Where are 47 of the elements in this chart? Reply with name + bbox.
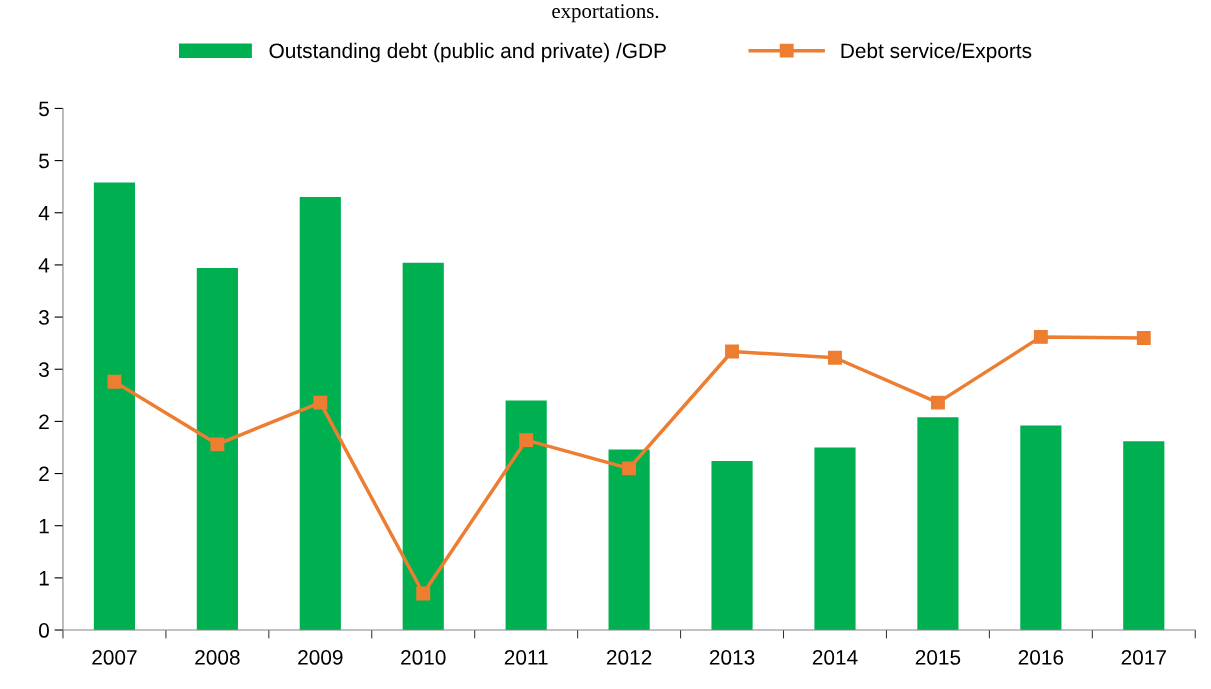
x-tick-label: 2010 bbox=[401, 650, 446, 665]
y-tick-label: 2 bbox=[39, 414, 49, 429]
x-tick-label: 2014 bbox=[812, 650, 858, 665]
y-tick-label: 1 bbox=[39, 571, 49, 586]
legend-label: Debt service/Exports bbox=[841, 42, 1032, 63]
point bbox=[1136, 330, 1151, 345]
x-tick-label: 2016 bbox=[1018, 650, 1064, 665]
y-tick-label: 3 bbox=[38, 362, 49, 377]
x-tick-label: 2017 bbox=[1121, 650, 1166, 665]
x-tick-label: 2015 bbox=[915, 650, 961, 665]
bar bbox=[1020, 425, 1062, 631]
bar bbox=[93, 182, 136, 631]
point bbox=[1033, 329, 1048, 344]
point bbox=[519, 433, 534, 448]
y-tick-label: 4 bbox=[38, 205, 50, 221]
bar bbox=[814, 447, 856, 631]
point bbox=[210, 437, 225, 452]
point bbox=[725, 344, 739, 359]
point bbox=[107, 374, 122, 389]
y-tick-label: 0 bbox=[39, 623, 49, 638]
x-tick-label: 2007 bbox=[92, 650, 137, 665]
x-tick-label: 2011 bbox=[504, 650, 548, 665]
x-tick-label: 2012 bbox=[606, 650, 652, 665]
x-tick-label: 2008 bbox=[195, 650, 240, 665]
y-tick-label: 3 bbox=[38, 310, 49, 325]
y-tick-label: 4 bbox=[38, 258, 50, 273]
y-tick-label: 5 bbox=[39, 101, 49, 117]
point bbox=[622, 461, 637, 476]
chart-title: exportations. bbox=[552, 4, 659, 23]
y-tick-label: 1 bbox=[39, 518, 49, 534]
x-tick-label: 2009 bbox=[298, 650, 343, 665]
bar bbox=[1123, 441, 1165, 631]
bar bbox=[402, 262, 444, 631]
bar bbox=[711, 461, 753, 631]
y-tick-label: 5 bbox=[39, 153, 49, 169]
bar bbox=[608, 449, 650, 631]
x-tick-label: 2013 bbox=[709, 650, 755, 665]
bar bbox=[505, 400, 547, 631]
point bbox=[416, 586, 431, 601]
bar bbox=[299, 197, 341, 631]
legend-label: Outstanding debt (public and private) /GDP bbox=[269, 42, 666, 63]
y-tick-label: 2 bbox=[39, 466, 49, 482]
bar bbox=[196, 268, 238, 631]
bar bbox=[917, 417, 959, 631]
point bbox=[313, 395, 328, 410]
point bbox=[828, 350, 842, 365]
point bbox=[930, 395, 945, 410]
